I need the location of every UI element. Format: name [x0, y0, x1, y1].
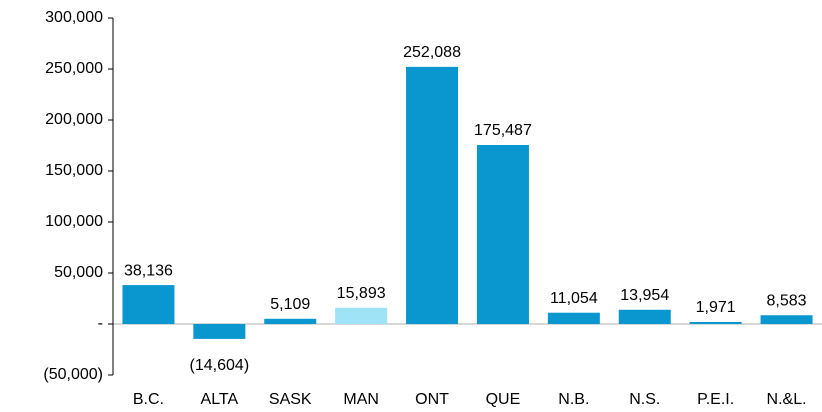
- y-tick-label: 200,000: [45, 111, 103, 128]
- x-tick-label: N.S.: [629, 391, 660, 408]
- x-tick-label: QUE: [486, 391, 521, 408]
- data-label: 13,954: [620, 287, 669, 304]
- y-tick-label: 300,000: [45, 9, 103, 26]
- bar: [618, 309, 671, 324]
- x-tick-label: P.E.I.: [697, 391, 734, 408]
- x-tick-label: ALTA: [201, 391, 239, 408]
- y-tick-label: 250,000: [45, 60, 103, 77]
- x-tick-label: N.&L.: [767, 391, 807, 408]
- bar: [760, 315, 813, 324]
- data-label: 8,583: [767, 292, 807, 309]
- data-label: 1,971: [696, 299, 736, 316]
- y-tick-label: -: [98, 315, 103, 332]
- x-tick-label: N.B.: [558, 391, 589, 408]
- data-label: (14,604): [190, 357, 250, 374]
- bar: [335, 307, 388, 324]
- y-tick-label: 50,000: [54, 264, 103, 281]
- bar: [689, 321, 742, 324]
- bar: [476, 145, 529, 324]
- bar: [264, 318, 317, 324]
- bar: [193, 324, 246, 339]
- y-tick-label: 150,000: [45, 162, 103, 179]
- data-label: 11,054: [550, 290, 598, 307]
- data-label: 38,136: [124, 262, 173, 279]
- y-tick-label: 100,000: [45, 213, 103, 230]
- data-label: 175,487: [474, 122, 532, 139]
- x-tick-label: B.C.: [133, 391, 164, 408]
- data-label: 15,893: [337, 285, 386, 302]
- x-tick-label: ONT: [415, 391, 449, 408]
- x-tick-label: MAN: [343, 391, 379, 408]
- data-label: 252,088: [403, 44, 461, 61]
- bar: [406, 66, 459, 324]
- data-label: 5,109: [270, 296, 310, 313]
- bar: [547, 312, 600, 324]
- y-tick-label: (50,000): [43, 366, 103, 383]
- x-tick-label: SASK: [269, 391, 312, 408]
- bar: [122, 285, 175, 324]
